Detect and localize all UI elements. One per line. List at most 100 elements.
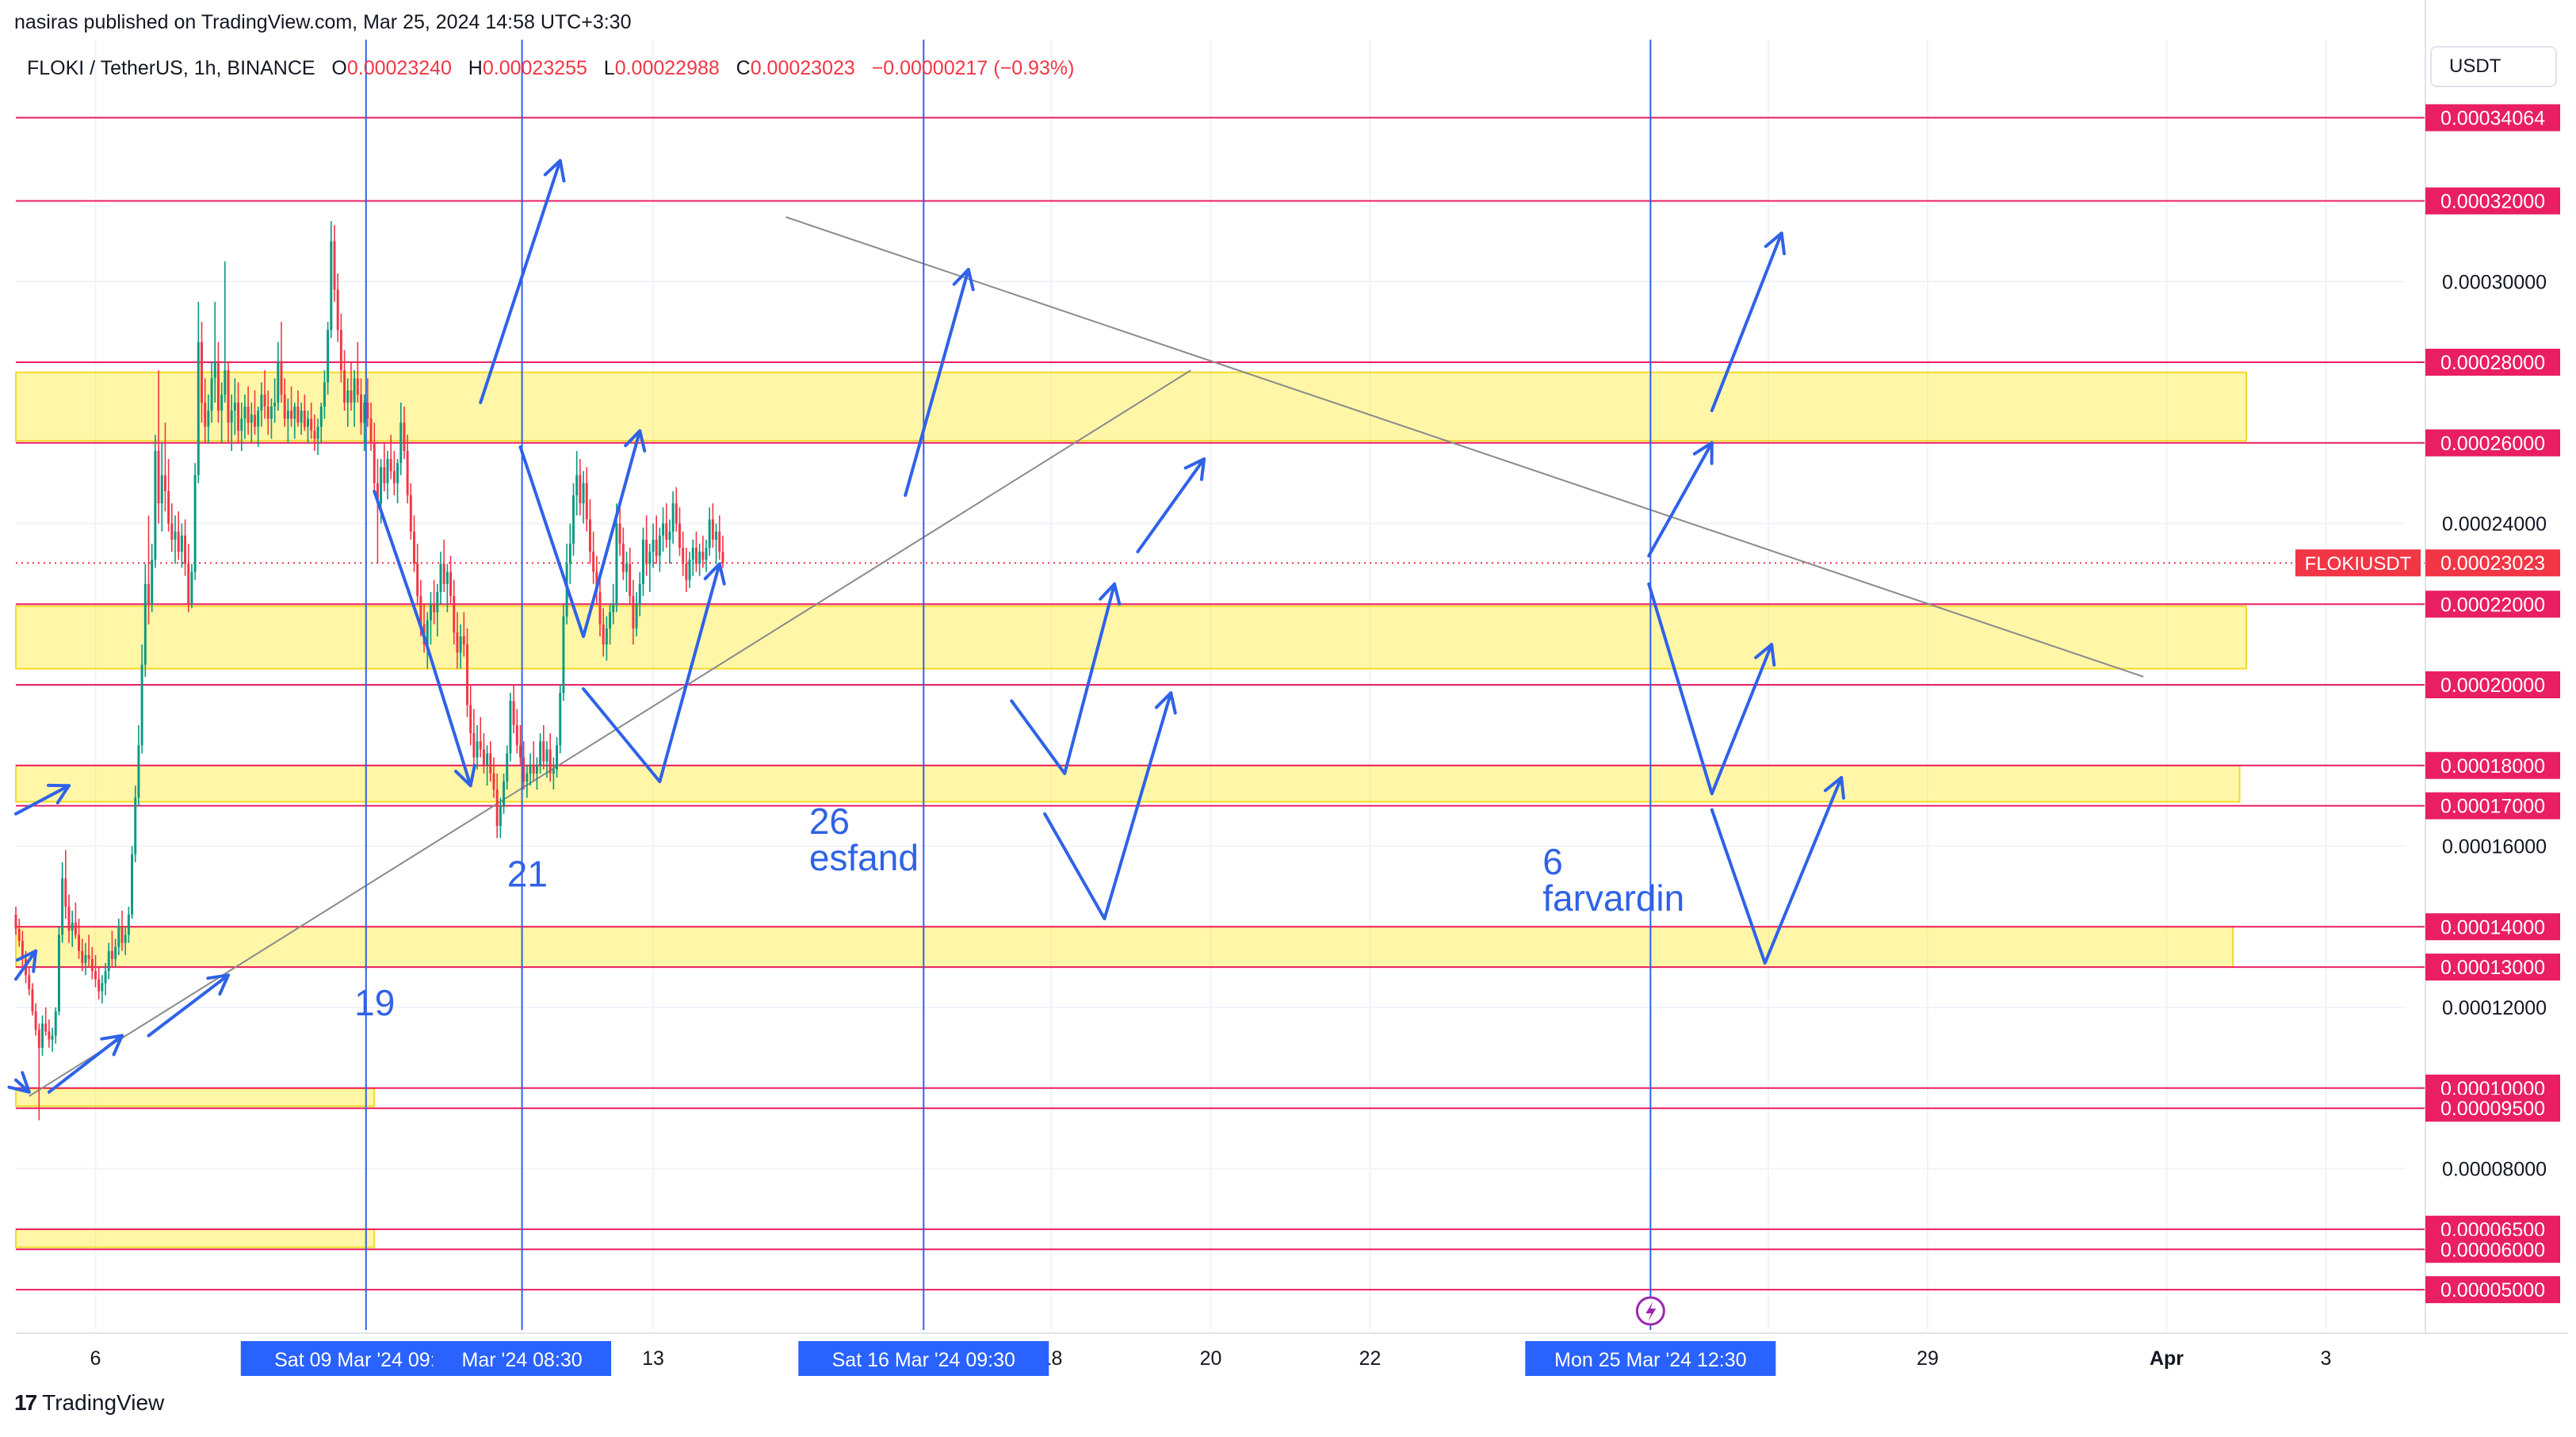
candle-body <box>579 475 582 504</box>
symbol-legend[interactable]: FLOKI / TetherUS, 1h, BINANCE O0.0002324… <box>27 57 1074 80</box>
candle-body <box>532 765 535 774</box>
candle <box>721 535 724 568</box>
candle-body <box>562 616 565 694</box>
candle-body <box>512 701 515 725</box>
candle <box>266 390 269 435</box>
currency-button[interactable]: USDT <box>2430 46 2557 87</box>
date-badge-label: Mar '24 08:30 <box>462 1349 583 1371</box>
candle <box>283 378 286 427</box>
y-tick-label: 0.00012000 <box>2442 997 2547 1019</box>
price-level-badge-label: 0.00034064 <box>2440 107 2545 129</box>
candle-body <box>266 406 269 419</box>
candle <box>44 1007 48 1036</box>
candle-body <box>503 782 506 806</box>
candle <box>107 942 110 980</box>
candle-body <box>84 954 87 964</box>
candle-body <box>167 491 170 524</box>
candle <box>632 579 635 645</box>
candle-body <box>81 950 84 964</box>
chart-annotation-text: 26 <box>809 801 850 842</box>
candle-body <box>254 415 256 427</box>
candle <box>472 709 476 766</box>
candle-body <box>652 539 655 552</box>
candle <box>303 394 306 431</box>
candle <box>177 511 180 560</box>
candle-body <box>389 459 392 472</box>
candle <box>482 733 485 774</box>
candle-body <box>17 928 21 942</box>
candle <box>37 1023 40 1121</box>
candle <box>512 685 515 734</box>
candle-body <box>180 535 183 552</box>
candle-body <box>157 450 160 504</box>
candle-body <box>453 596 456 633</box>
low-label: L <box>603 57 615 79</box>
tradingview-brand[interactable]: 17 TradingView <box>14 1390 164 1416</box>
candle <box>522 741 526 790</box>
candle <box>449 556 453 605</box>
candle-body <box>469 705 472 734</box>
candle-body <box>392 471 396 483</box>
candle-body <box>552 769 555 774</box>
candle <box>625 552 628 592</box>
candle <box>618 503 621 556</box>
candle <box>273 378 277 423</box>
candle-body <box>350 390 353 403</box>
arrow-head <box>15 949 38 973</box>
candle <box>598 575 602 636</box>
candle-body <box>339 330 342 371</box>
candle-body <box>436 591 439 613</box>
candle <box>87 934 90 968</box>
candle <box>413 515 415 572</box>
candle <box>269 398 273 439</box>
y-tick-label: 0.00016000 <box>2442 836 2547 858</box>
candle-body <box>240 418 243 431</box>
candle <box>28 967 31 996</box>
candle-body <box>545 749 548 762</box>
candle <box>436 583 439 636</box>
candle <box>429 591 432 645</box>
candle <box>539 733 542 774</box>
x-tick-label: 22 <box>1359 1347 1382 1370</box>
candle <box>71 910 74 947</box>
candle-body <box>698 552 701 564</box>
candle <box>17 919 21 947</box>
candle <box>237 382 240 443</box>
candle-body <box>346 390 350 403</box>
x-tick-label: 20 <box>1200 1347 1222 1370</box>
candle-body <box>479 741 482 750</box>
arrow-head <box>1823 776 1845 800</box>
candle <box>655 515 658 564</box>
arrow-head <box>703 562 726 586</box>
trendline <box>29 369 1191 1097</box>
candle-body <box>466 644 468 705</box>
symbol-name[interactable]: FLOKI / TetherUS, 1h, BINANCE <box>27 57 315 79</box>
candle-body <box>316 426 319 439</box>
candle-body <box>456 632 459 653</box>
candle-body <box>64 878 67 907</box>
arrow-drawing <box>1136 457 1206 554</box>
arrow-drawing <box>479 159 562 404</box>
candle <box>201 322 203 423</box>
support-resistance-zone <box>15 1087 376 1107</box>
x-tick-label: Apr <box>2150 1347 2184 1370</box>
candle <box>94 954 97 988</box>
candle <box>456 612 459 669</box>
support-resistance-zone <box>15 605 2247 670</box>
candle-body <box>151 560 154 605</box>
candle <box>548 733 552 782</box>
candle-body <box>160 475 163 504</box>
arrow-drawing <box>518 429 642 638</box>
candle-body <box>665 523 668 540</box>
candle-body <box>615 523 618 605</box>
candle-body <box>559 693 562 746</box>
price-level-badge: 0.00020000 <box>2425 671 2560 698</box>
price-level-badge: 0.00034064 <box>2425 104 2560 132</box>
candle <box>562 604 565 701</box>
candle <box>409 483 412 540</box>
candle <box>104 963 107 996</box>
candle <box>257 406 260 447</box>
candle <box>333 225 336 302</box>
